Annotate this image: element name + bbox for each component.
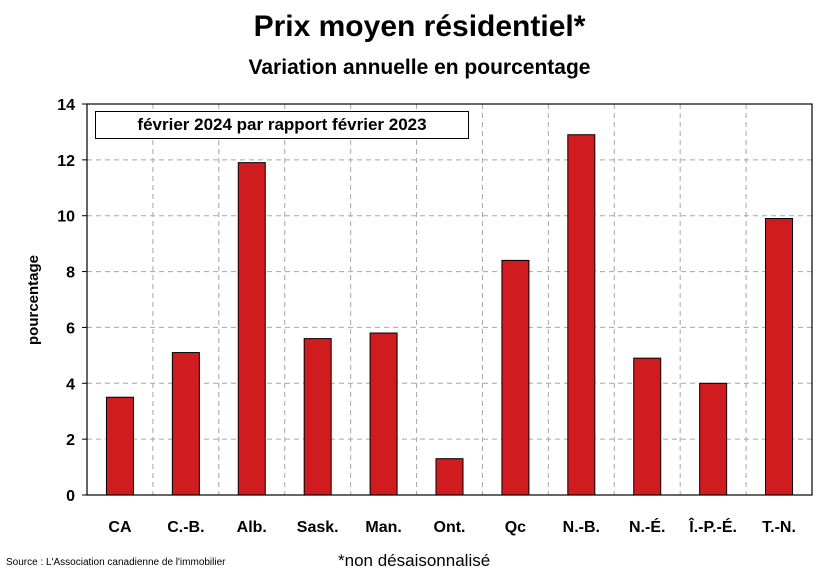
plot-frame — [86, 103, 813, 496]
y-tick-label: 12 — [57, 153, 75, 170]
y-tick-label: 4 — [66, 376, 75, 393]
y-tick-label: 14 — [57, 97, 75, 114]
y-tick-label: 2 — [66, 432, 75, 449]
bar-9 — [699, 382, 728, 496]
bars — [105, 134, 794, 496]
bar-1 — [171, 352, 200, 496]
axes — [82, 103, 813, 496]
bar-8 — [633, 357, 662, 496]
y-axis-title: pourcentage — [25, 255, 42, 345]
legend: février 2024 par rapport février 2023 — [95, 111, 469, 139]
x-tick-label: Ont. — [434, 519, 466, 536]
x-tick-label: Qc — [505, 519, 526, 536]
y-tick-label: 6 — [66, 320, 75, 337]
bar-5 — [435, 458, 464, 496]
x-tick-label: Alb. — [237, 519, 267, 536]
x-tick-label: Sask. — [297, 519, 339, 536]
x-tick-label: Î.-P.-É. — [688, 517, 737, 536]
bar-0 — [105, 396, 134, 496]
bar-10 — [765, 218, 794, 496]
chart-subtitle: Variation annuelle en pourcentage — [248, 56, 591, 79]
chart-title: Prix moyen résidentiel* — [253, 10, 586, 43]
footnote: *non désaisonnalisé — [338, 551, 491, 570]
y-tick-label: 8 — [66, 265, 75, 282]
source-note: Source : L'Association canadienne de l'i… — [6, 557, 226, 568]
x-tick-label: N.-B. — [563, 519, 600, 536]
x-tick-label: CA — [108, 519, 132, 536]
tick-labels: 0 2 4 6 8 10 12 14 CA C.-B. Alb. Sask. Man. Ont. Qc N.-… — [57, 97, 796, 536]
bar-6 — [501, 259, 530, 496]
x-tick-label: T.-N. — [762, 519, 796, 536]
bar-7 — [567, 134, 596, 496]
y-tick-label: 10 — [57, 209, 75, 226]
bar-2 — [237, 162, 266, 496]
bar-4 — [369, 332, 398, 496]
x-tick-label: Man. — [365, 519, 401, 536]
y-tick-label: 0 — [66, 488, 75, 505]
legend-label: février 2024 par rapport février 2023 — [137, 115, 427, 134]
bar-3 — [303, 338, 332, 496]
x-tick-label: N.-É. — [629, 517, 665, 536]
x-tick-label: C.-B. — [167, 519, 204, 536]
